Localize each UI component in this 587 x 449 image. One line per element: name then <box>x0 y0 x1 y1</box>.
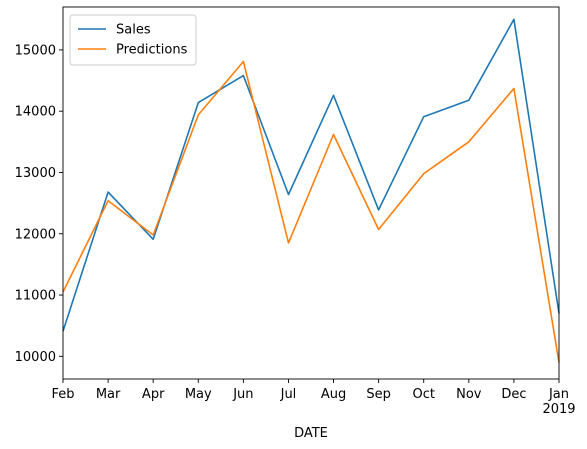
y-tick-label: 11000 <box>15 289 56 304</box>
x-tick-label: Nov <box>456 387 482 402</box>
x-tick-label: Oct <box>412 387 434 402</box>
x-tick-label: Sep <box>366 387 391 402</box>
x-tick-label: Jun <box>232 387 253 402</box>
y-tick-label: 12000 <box>15 227 56 242</box>
series-line-sales <box>62 18 560 332</box>
x-tick-label: Jul <box>280 387 297 402</box>
x-tick-label: May <box>185 387 212 402</box>
x-tick-sublabel: 2019 <box>542 402 575 417</box>
series-layer <box>62 18 560 363</box>
x-tick-label: Aug <box>321 387 346 402</box>
y-tick-label: 13000 <box>15 166 56 181</box>
y-axis: 10000 11000 12000 13000 14000 15000 <box>15 43 63 365</box>
y-tick-label: 15000 <box>15 43 56 58</box>
legend-label: Predictions <box>116 43 188 58</box>
y-tick-label: 10000 <box>15 350 56 365</box>
x-tick-label: Feb <box>51 387 74 402</box>
x-tick-label: Jan <box>548 387 569 402</box>
plot-frame <box>62 6 560 380</box>
x-tick-label: Mar <box>96 387 121 402</box>
legend: Sales Predictions <box>69 14 197 66</box>
y-tick-label: 14000 <box>15 105 56 120</box>
series-line-predictions <box>62 60 560 363</box>
x-axis-title: DATE <box>294 426 328 441</box>
x-tick-label: Apr <box>142 387 165 402</box>
legend-label: Sales <box>116 23 151 38</box>
legend-box <box>69 14 197 66</box>
x-tick-label: Dec <box>501 387 526 402</box>
